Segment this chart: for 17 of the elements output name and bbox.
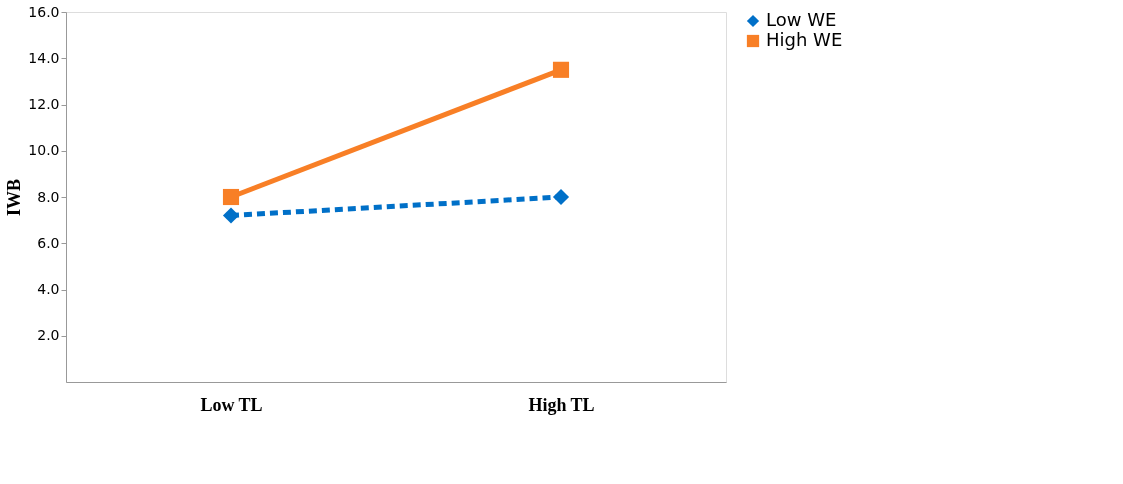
legend-label: High WE xyxy=(766,29,843,50)
y-tick-label: 10.0 xyxy=(28,142,60,159)
point xyxy=(552,188,570,206)
y-tick-label: 12.0 xyxy=(28,96,60,112)
y-axis-title: IWB xyxy=(4,178,25,217)
legend-label: Low WE xyxy=(766,9,837,30)
point xyxy=(222,188,240,206)
point xyxy=(552,61,570,78)
y-tick-label: 4.0 xyxy=(37,281,60,297)
y-tick-label: 6.0 xyxy=(37,234,60,251)
y-tick-label: 2.0 xyxy=(37,327,60,344)
x-tick-label: Low TL xyxy=(200,394,263,415)
y-tick-label: 8.0 xyxy=(37,188,60,205)
y-tick-label: 16.0 xyxy=(28,3,60,20)
y-tick-label: 14.0 xyxy=(28,49,60,66)
x-tick-label: High TL xyxy=(528,394,595,415)
point xyxy=(222,207,240,224)
